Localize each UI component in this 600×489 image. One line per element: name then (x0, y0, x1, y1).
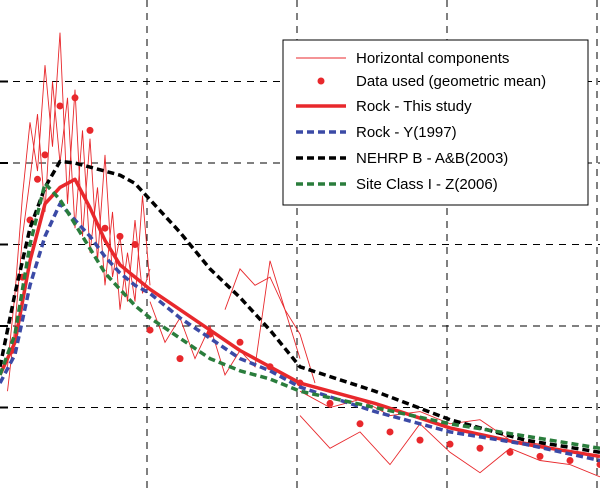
data-point-data-used-geometric-mean (506, 448, 514, 456)
series-line-rock-y-1997 (0, 202, 600, 463)
legend-swatch-data-used (317, 77, 325, 85)
series-line-horizontal-components-0 (7, 32, 151, 367)
legend-label-nehrp-b: NEHRP B - A&B(2003) (356, 150, 508, 167)
data-point-data-used-geometric-mean (176, 355, 184, 363)
data-point-data-used-geometric-mean (596, 461, 600, 469)
data-point-data-used-geometric-mean (476, 444, 484, 452)
series-line-horizontal-components-3 (224, 268, 316, 384)
series-line-horizontal-components-1 (7, 81, 151, 392)
data-point-data-used-geometric-mean (101, 224, 109, 232)
legend-label-site-class-i: Site Class I - Z(2006) (356, 176, 498, 193)
legend: Horizontal components Data used (geometr… (282, 39, 589, 206)
data-point-data-used-geometric-mean (86, 126, 94, 134)
data-point-data-used-geometric-mean (536, 452, 544, 460)
series-line-rock-this-study (0, 177, 600, 459)
legend-label-data-used: Data used (geometric mean) (356, 73, 546, 90)
data-point-data-used-geometric-mean (566, 456, 574, 464)
data-point-data-used-geometric-mean (416, 436, 424, 444)
series-line-nehrp-b-a-b-2003 (0, 159, 600, 455)
series-line-horizontal-components-5 (299, 415, 600, 478)
data-point-data-used-geometric-mean (71, 94, 79, 102)
data-point-data-used-geometric-mean (236, 338, 244, 346)
data-point-data-used-geometric-mean (356, 420, 364, 428)
data-point-data-used-geometric-mean (116, 232, 124, 240)
legend-label-rock-y1997: Rock - Y(1997) (356, 124, 457, 141)
data-point-data-used-geometric-mean (386, 428, 394, 436)
series-line-horizontal-components-2 (149, 260, 301, 376)
data-point-data-used-geometric-mean (326, 399, 334, 407)
data-point-data-used-geometric-mean (41, 151, 49, 159)
data-point-data-used-geometric-mean (131, 241, 139, 248)
legend-label-horizontal-components: Horizontal components (356, 50, 509, 67)
data-point-data-used-geometric-mean (446, 440, 454, 448)
series-line-site-class-i-z-2006 (0, 181, 600, 451)
axis-ticks (0, 80, 8, 409)
data-point-data-used-geometric-mean (146, 326, 154, 334)
legend-box (282, 39, 589, 206)
series-layer (0, 32, 600, 478)
data-point-data-used-geometric-mean (34, 175, 41, 183)
data-point-data-used-geometric-mean (56, 102, 64, 110)
legend-label-rock-this-study: Rock - This study (356, 98, 472, 115)
